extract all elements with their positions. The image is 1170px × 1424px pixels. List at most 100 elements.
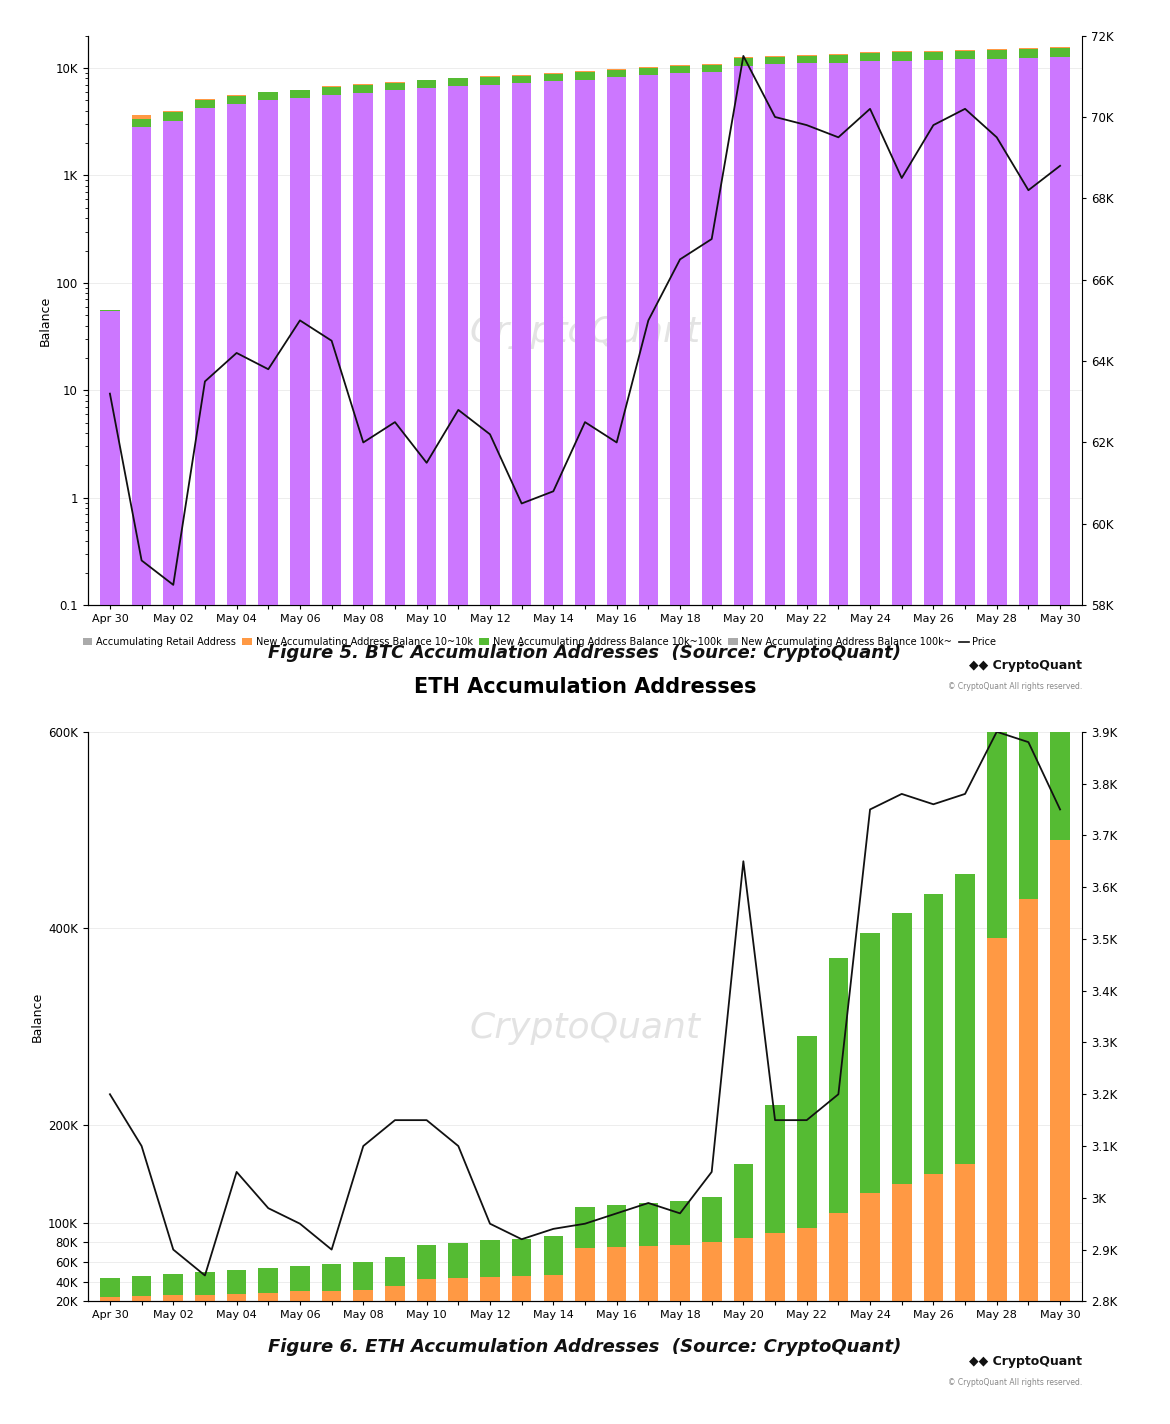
- Bar: [227, 1293, 247, 1321]
- Bar: [860, 933, 880, 1193]
- Bar: [765, 64, 785, 1424]
- Bar: [797, 1037, 817, 1227]
- Bar: [511, 1239, 531, 1276]
- Bar: [544, 1274, 563, 1321]
- Bar: [511, 1276, 531, 1321]
- Text: CryptoQuant: CryptoQuant: [469, 315, 701, 349]
- Bar: [544, 74, 563, 81]
- Bar: [132, 127, 151, 1424]
- Bar: [164, 1274, 183, 1296]
- Bar: [797, 56, 817, 64]
- Bar: [955, 1163, 975, 1321]
- Bar: [639, 1246, 659, 1321]
- Bar: [797, 1227, 817, 1321]
- Bar: [195, 1294, 215, 1321]
- Bar: [892, 61, 911, 1424]
- Bar: [259, 100, 278, 1424]
- Bar: [417, 1246, 436, 1279]
- Bar: [385, 83, 405, 90]
- Bar: [576, 1208, 594, 1249]
- Bar: [259, 1267, 278, 1293]
- Bar: [797, 64, 817, 1424]
- Bar: [417, 88, 436, 1424]
- Bar: [576, 1249, 594, 1321]
- Bar: [1019, 50, 1038, 58]
- Bar: [670, 66, 690, 74]
- Bar: [544, 1236, 563, 1274]
- Bar: [702, 71, 722, 1424]
- Legend: Accumulating Retail Address, New Accumulating Address Balance 10~10k, New Accumu: Accumulating Retail Address, New Accumul…: [83, 637, 996, 646]
- Bar: [101, 1277, 119, 1297]
- Bar: [1051, 840, 1069, 1321]
- Bar: [544, 81, 563, 1424]
- Bar: [1019, 58, 1038, 1424]
- Bar: [923, 51, 943, 60]
- Text: © CryptoQuant All rights reserved.: © CryptoQuant All rights reserved.: [948, 682, 1082, 691]
- Bar: [987, 58, 1006, 1424]
- Bar: [511, 75, 531, 83]
- Bar: [322, 1290, 342, 1321]
- Bar: [101, 310, 119, 1424]
- Bar: [576, 73, 594, 80]
- Text: ◆◆ CryptoQuant: ◆◆ CryptoQuant: [969, 1356, 1082, 1368]
- Bar: [765, 1233, 785, 1321]
- Bar: [448, 1277, 468, 1321]
- Text: Figure 6. ETH Accumulation Addresses  (Source: CryptoQuant): Figure 6. ETH Accumulation Addresses (So…: [268, 1339, 902, 1356]
- Bar: [923, 1173, 943, 1321]
- Bar: [607, 70, 626, 77]
- Bar: [923, 894, 943, 1173]
- Bar: [480, 1277, 500, 1321]
- Bar: [480, 84, 500, 1424]
- Bar: [164, 1296, 183, 1321]
- Bar: [511, 83, 531, 1424]
- Bar: [576, 80, 594, 1424]
- Bar: [607, 77, 626, 1424]
- Bar: [353, 1262, 373, 1290]
- Bar: [860, 53, 880, 61]
- Bar: [607, 1247, 626, 1321]
- Bar: [923, 60, 943, 1424]
- Bar: [195, 1272, 215, 1294]
- Bar: [955, 874, 975, 1163]
- Bar: [987, 638, 1006, 938]
- Bar: [227, 1270, 247, 1293]
- Bar: [734, 1237, 753, 1321]
- Bar: [417, 80, 436, 88]
- Bar: [987, 938, 1006, 1321]
- Bar: [892, 1183, 911, 1321]
- Bar: [480, 77, 500, 84]
- Bar: [385, 1286, 405, 1321]
- Bar: [132, 115, 151, 120]
- Bar: [322, 95, 342, 1424]
- Bar: [702, 1198, 722, 1243]
- Bar: [765, 1105, 785, 1233]
- Bar: [385, 90, 405, 1424]
- Bar: [670, 74, 690, 1424]
- Bar: [164, 121, 183, 1424]
- Bar: [892, 913, 911, 1183]
- Bar: [702, 1243, 722, 1321]
- Bar: [828, 54, 848, 63]
- Bar: [765, 57, 785, 64]
- Y-axis label: Balance: Balance: [39, 295, 51, 346]
- Y-axis label: Balance: Balance: [30, 991, 44, 1042]
- Bar: [132, 1276, 151, 1296]
- Bar: [1019, 550, 1038, 899]
- Bar: [734, 66, 753, 1424]
- Bar: [702, 64, 722, 71]
- Bar: [353, 93, 373, 1424]
- Bar: [448, 78, 468, 85]
- Bar: [987, 50, 1006, 58]
- Bar: [734, 1163, 753, 1237]
- Bar: [1051, 481, 1069, 840]
- Text: ◆◆ CryptoQuant: ◆◆ CryptoQuant: [969, 659, 1082, 672]
- Bar: [670, 1202, 690, 1246]
- Bar: [353, 84, 373, 93]
- Bar: [639, 75, 659, 1424]
- Text: CryptoQuant: CryptoQuant: [469, 1011, 701, 1045]
- Bar: [448, 85, 468, 1424]
- Bar: [828, 1213, 848, 1321]
- Bar: [322, 87, 342, 95]
- Bar: [195, 100, 215, 108]
- Bar: [322, 1265, 342, 1290]
